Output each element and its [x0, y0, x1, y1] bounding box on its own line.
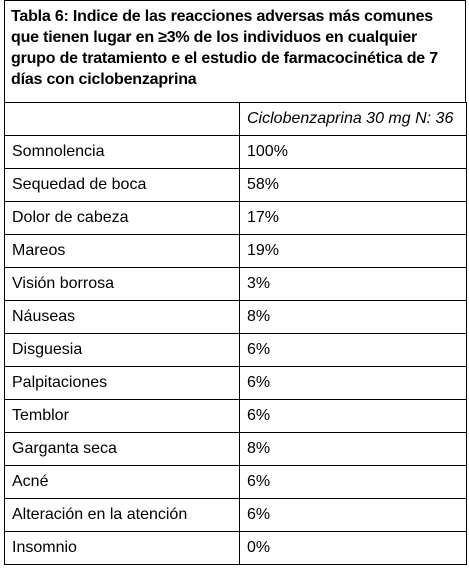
- percentage-cell: 6%: [239, 366, 467, 400]
- table-header-row: Ciclobenzaprina 30 mg N: 36: [4, 102, 467, 136]
- reaction-cell: Palpitaciones: [4, 366, 240, 400]
- table-row: Disguesia 6%: [4, 333, 467, 367]
- table-row: Acné 6%: [4, 465, 467, 499]
- percentage-cell: 3%: [239, 267, 467, 301]
- percentage-cell: 8%: [239, 300, 467, 334]
- percentage-cell: 19%: [239, 234, 467, 268]
- reaction-cell: Alteración en la atención: [4, 498, 240, 532]
- caption-line-2: que tienen lugar en ≥3% de los individuo…: [11, 29, 418, 46]
- reaction-cell: Garganta seca: [4, 432, 240, 466]
- adverse-reactions-table: Ciclobenzaprina 30 mg N: 36 Somnolencia …: [4, 102, 467, 565]
- reaction-cell: Acné: [4, 465, 240, 499]
- table-row: Insomnio 0%: [4, 531, 467, 565]
- reaction-cell: Somnolencia: [4, 135, 240, 169]
- reaction-cell: Mareos: [4, 234, 240, 268]
- table-row: Garganta seca 8%: [4, 432, 467, 466]
- table-row: Mareos 19%: [4, 234, 467, 268]
- reaction-cell: Dolor de cabeza: [4, 201, 240, 235]
- caption-line-1: Tabla 6: Indice de las reacciones advers…: [11, 8, 434, 25]
- percentage-cell: 6%: [239, 399, 467, 433]
- table-row: Dolor de cabeza 17%: [4, 201, 467, 235]
- percentage-cell: 0%: [239, 531, 467, 565]
- percentage-cell: 100%: [239, 135, 467, 169]
- percentage-cell: 17%: [239, 201, 467, 235]
- table-row: Visión borrosa 3%: [4, 267, 467, 301]
- reaction-cell: Disguesia: [4, 333, 240, 367]
- table-row: Sequedad de boca 58%: [4, 168, 467, 202]
- percentage-cell: 6%: [239, 333, 467, 367]
- percentage-cell: 8%: [239, 432, 467, 466]
- table-row: Náuseas 8%: [4, 300, 467, 334]
- table-row: Somnolencia 100%: [4, 135, 467, 169]
- table-row: Palpitaciones 6%: [4, 366, 467, 400]
- percentage-cell: 6%: [239, 498, 467, 532]
- percentage-cell: 58%: [239, 168, 467, 202]
- reaction-cell: Insomnio: [4, 531, 240, 565]
- header-cell-dose-group: Ciclobenzaprina 30 mg N: 36: [239, 102, 467, 136]
- table-caption: Tabla 6: Indice de las reacciones advers…: [4, 0, 466, 102]
- table-row: Temblor 6%: [4, 399, 467, 433]
- reaction-cell: Temblor: [4, 399, 240, 433]
- percentage-cell: 6%: [239, 465, 467, 499]
- caption-line-3: grupo de tratamiento e el estudio de far…: [11, 50, 438, 67]
- reaction-cell: Visión borrosa: [4, 267, 240, 301]
- reaction-cell: Náuseas: [4, 300, 240, 334]
- reaction-cell: Sequedad de boca: [4, 168, 240, 202]
- caption-line-4: días con ciclobenzaprina: [11, 71, 197, 88]
- header-cell-reaction: [4, 102, 240, 136]
- table-row: Alteración en la atención 6%: [4, 498, 467, 532]
